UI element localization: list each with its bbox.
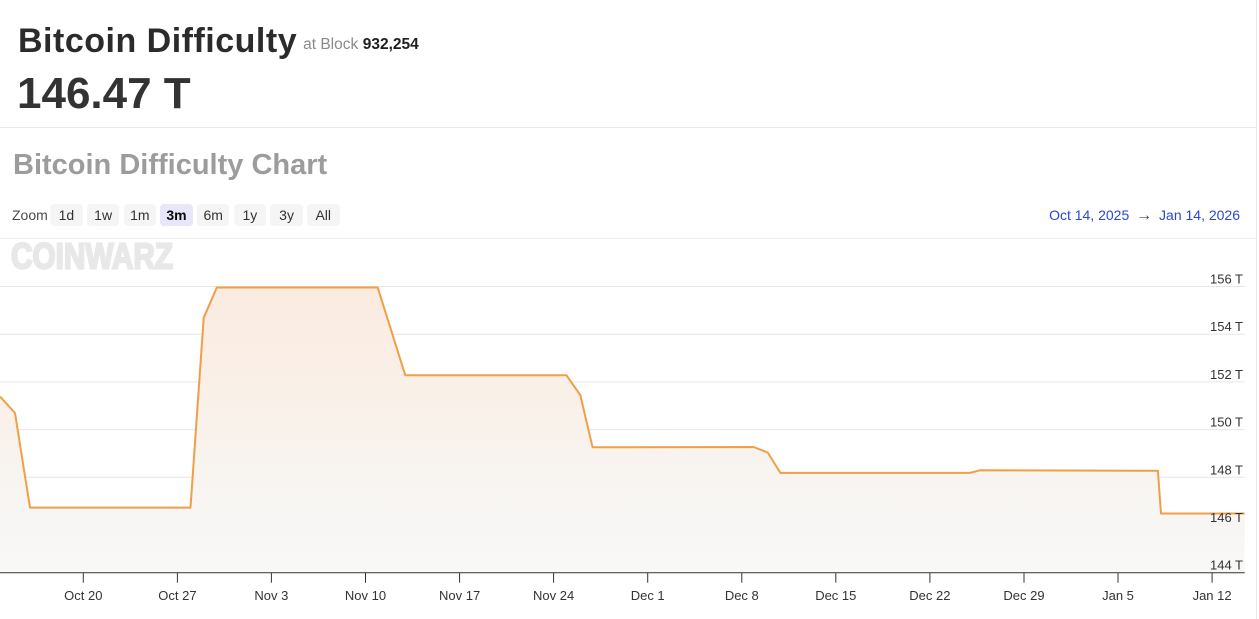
svg-text:Dec 8: Dec 8 (725, 588, 759, 603)
svg-text:Dec 15: Dec 15 (815, 588, 856, 603)
svg-text:144 T: 144 T (1210, 558, 1243, 573)
svg-text:Dec 1: Dec 1 (631, 588, 665, 603)
svg-text:146 T: 146 T (1210, 510, 1243, 525)
svg-text:Nov 3: Nov 3 (254, 588, 288, 603)
svg-text:Nov 10: Nov 10 (345, 588, 386, 603)
svg-text:Nov 24: Nov 24 (533, 588, 574, 603)
svg-text:Jan 12: Jan 12 (1193, 588, 1232, 603)
svg-text:152 T: 152 T (1210, 367, 1243, 382)
svg-text:Dec 29: Dec 29 (1003, 588, 1044, 603)
svg-text:148 T: 148 T (1210, 462, 1243, 477)
svg-text:156 T: 156 T (1210, 272, 1243, 287)
svg-text:Oct 20: Oct 20 (64, 588, 102, 603)
svg-text:Nov 17: Nov 17 (439, 588, 480, 603)
svg-text:Oct 27: Oct 27 (158, 588, 196, 603)
svg-text:154 T: 154 T (1210, 319, 1243, 334)
svg-text:150 T: 150 T (1210, 415, 1243, 430)
svg-text:Dec 22: Dec 22 (909, 588, 950, 603)
svg-text:Jan 5: Jan 5 (1102, 588, 1134, 603)
svg-text:COINWARZ: COINWARZ (11, 238, 173, 277)
